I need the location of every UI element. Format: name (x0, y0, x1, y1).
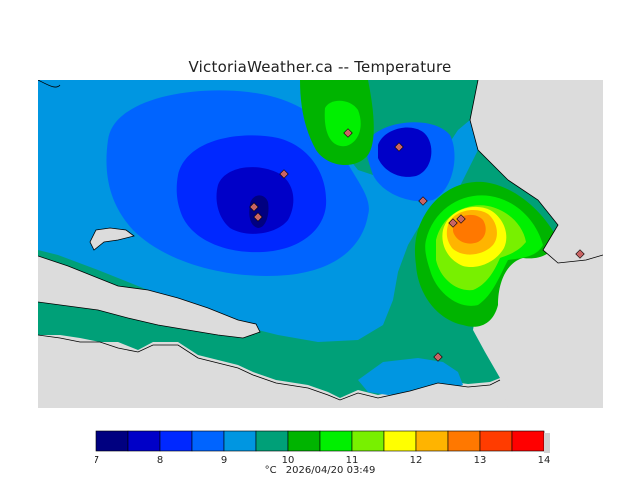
station-marker (418, 196, 428, 206)
legend-bin (95, 430, 129, 452)
legend-tick-label: 9 (221, 455, 227, 466)
legend-bin (511, 430, 545, 452)
legend-bin (287, 430, 321, 452)
map-title: VictoriaWeather.ca -- Temperature (188, 58, 452, 76)
legend-tick-label: 13 (474, 455, 487, 466)
station-marker (456, 214, 466, 224)
color-legend: 7 8 9 10 11 12 13 14 (95, 430, 551, 466)
coastlines (38, 80, 603, 401)
legend-bin (319, 430, 353, 452)
zone-bright-green-north (324, 100, 361, 147)
timestamp: 2026/04/20 03:49 (285, 465, 376, 476)
station-markers (249, 128, 585, 362)
legend-bin (127, 430, 161, 452)
legend-tick-label: 10 (282, 455, 295, 466)
legend-bin (351, 430, 385, 452)
legend-shadow (544, 433, 550, 453)
legend-tick-label: 11 (346, 455, 359, 466)
legend-bin (383, 430, 417, 452)
legend-bin (479, 430, 513, 452)
zone-dark-blue-ne (378, 127, 432, 177)
legend-tick-label: 12 (410, 455, 423, 466)
station-marker (253, 212, 263, 222)
station-marker (448, 218, 458, 228)
legend-bin (223, 430, 257, 452)
legend-bin (159, 430, 193, 452)
unit-label: °C (264, 465, 277, 476)
station-marker (575, 249, 585, 259)
legend-bin (415, 430, 449, 452)
temperature-map (38, 80, 603, 408)
legend-tick-label: 14 (538, 455, 551, 466)
sea-south (38, 335, 508, 408)
legend-bin (255, 430, 289, 452)
inlet-harbour (90, 228, 134, 250)
station-marker (394, 142, 404, 152)
sea-east (470, 80, 603, 263)
station-marker (343, 128, 353, 138)
legend-caption: °C 2026/04/20 03:49 (0, 465, 640, 476)
legend-bin (447, 430, 481, 452)
legend-tick-label: 7 (95, 455, 99, 466)
legend-tick-label: 8 (157, 455, 163, 466)
station-marker (249, 202, 259, 212)
station-marker (279, 169, 289, 179)
legend-bin (191, 430, 225, 452)
station-marker (433, 352, 443, 362)
